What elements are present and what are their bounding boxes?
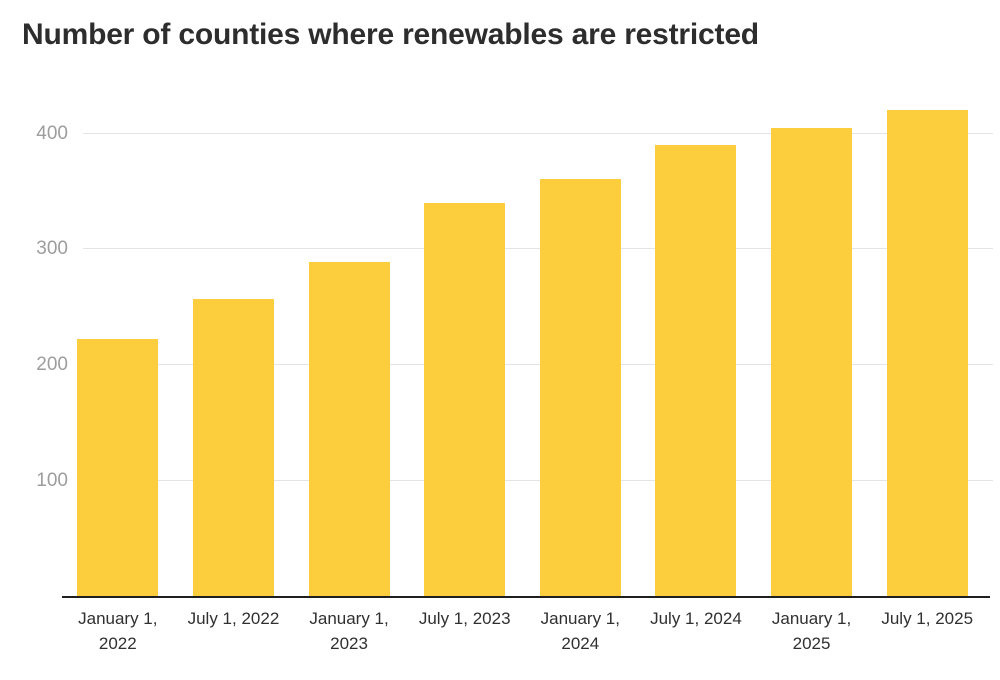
bar-jul-2022 xyxy=(192,299,274,597)
y-axis-tick-label: 100 xyxy=(36,470,68,492)
gridline xyxy=(83,480,993,482)
y-axis-tick-label: 300 xyxy=(36,238,68,260)
x-axis-tick-label: July 1, 2025 xyxy=(881,609,974,628)
bar-jan-2022 xyxy=(77,338,159,597)
bar-jul-2025 xyxy=(886,110,968,597)
bar-cell xyxy=(869,93,985,597)
x-axis-tick-label: July 1, 2023 xyxy=(418,609,511,628)
gridline xyxy=(83,248,993,250)
bar-cell xyxy=(291,93,407,597)
bar-jan-2024 xyxy=(539,178,621,597)
plot-area: 100 200 300 400 January 1, 2022 Jul xyxy=(36,93,993,653)
gridline xyxy=(83,364,993,366)
bar-cell xyxy=(638,93,754,597)
x-axis-tick-label: January 1, 2023 xyxy=(309,609,389,653)
x-axis-tick-label: July 1, 2022 xyxy=(187,609,280,628)
bar-jan-2023 xyxy=(308,262,390,597)
x-axis-tick-label: July 1, 2024 xyxy=(650,609,742,628)
bar-cell xyxy=(523,93,639,597)
bar-cell xyxy=(754,93,870,597)
x-axis-labels: January 1, 2022 July 1, 2022 January 1, … xyxy=(60,606,985,656)
chart-title: Number of counties where renewables are … xyxy=(22,18,759,51)
bars-group xyxy=(60,93,985,597)
bar-jul-2023 xyxy=(424,203,506,597)
bar-jul-2024 xyxy=(655,145,737,597)
x-axis-tick-label: January 1, 2022 xyxy=(78,609,158,653)
gridline xyxy=(83,132,993,134)
y-axis-tick-label: 400 xyxy=(36,122,68,144)
bar-cell xyxy=(60,93,176,597)
bar-cell xyxy=(407,93,523,597)
x-axis-line xyxy=(62,596,990,598)
bar-jan-2025 xyxy=(771,127,853,597)
x-axis-tick-label: January 1, 2024 xyxy=(540,609,620,653)
x-axis-tick-label: January 1, 2025 xyxy=(771,609,852,653)
bar-cell xyxy=(176,93,292,597)
y-axis-tick-label: 200 xyxy=(36,354,68,376)
